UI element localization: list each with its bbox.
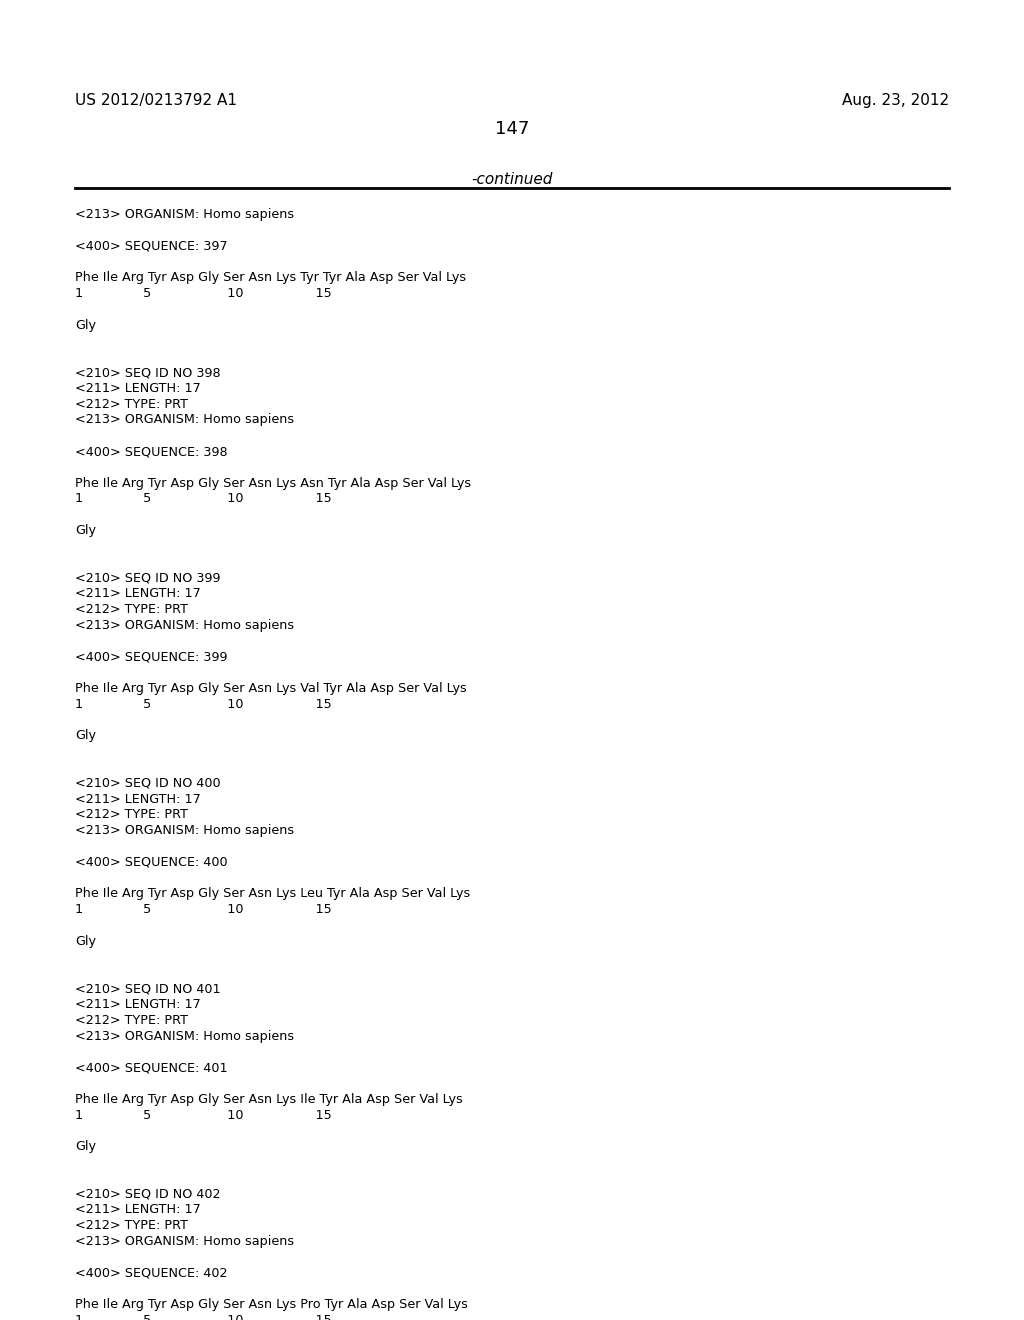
Text: 1               5                   10                  15: 1 5 10 15 xyxy=(75,286,332,300)
Text: Gly: Gly xyxy=(75,935,96,948)
Text: Phe Ile Arg Tyr Asp Gly Ser Asn Lys Pro Tyr Ala Asp Ser Val Lys: Phe Ile Arg Tyr Asp Gly Ser Asn Lys Pro … xyxy=(75,1298,468,1311)
Text: <400> SEQUENCE: 401: <400> SEQUENCE: 401 xyxy=(75,1061,227,1074)
Text: 1               5                   10                  15: 1 5 10 15 xyxy=(75,698,332,710)
Text: <211> LENGTH: 17: <211> LENGTH: 17 xyxy=(75,998,201,1011)
Text: <210> SEQ ID NO 400: <210> SEQ ID NO 400 xyxy=(75,776,220,789)
Text: Gly: Gly xyxy=(75,524,96,537)
Text: <212> TYPE: PRT: <212> TYPE: PRT xyxy=(75,1220,188,1232)
Text: <211> LENGTH: 17: <211> LENGTH: 17 xyxy=(75,381,201,395)
Text: <211> LENGTH: 17: <211> LENGTH: 17 xyxy=(75,587,201,601)
Text: -continued: -continued xyxy=(471,172,553,187)
Text: <211> LENGTH: 17: <211> LENGTH: 17 xyxy=(75,1204,201,1217)
Text: <213> ORGANISM: Homo sapiens: <213> ORGANISM: Homo sapiens xyxy=(75,1236,294,1247)
Text: 1               5                   10                  15: 1 5 10 15 xyxy=(75,903,332,916)
Text: <400> SEQUENCE: 399: <400> SEQUENCE: 399 xyxy=(75,651,227,664)
Text: Phe Ile Arg Tyr Asp Gly Ser Asn Lys Ile Tyr Ala Asp Ser Val Lys: Phe Ile Arg Tyr Asp Gly Ser Asn Lys Ile … xyxy=(75,1093,463,1106)
Text: <400> SEQUENCE: 397: <400> SEQUENCE: 397 xyxy=(75,240,227,252)
Text: <210> SEQ ID NO 399: <210> SEQ ID NO 399 xyxy=(75,572,220,585)
Text: <213> ORGANISM: Homo sapiens: <213> ORGANISM: Homo sapiens xyxy=(75,824,294,837)
Text: <212> TYPE: PRT: <212> TYPE: PRT xyxy=(75,808,188,821)
Text: Aug. 23, 2012: Aug. 23, 2012 xyxy=(842,92,949,108)
Text: <400> SEQUENCE: 398: <400> SEQUENCE: 398 xyxy=(75,445,227,458)
Text: <213> ORGANISM: Homo sapiens: <213> ORGANISM: Homo sapiens xyxy=(75,1030,294,1043)
Text: Phe Ile Arg Tyr Asp Gly Ser Asn Lys Asn Tyr Ala Asp Ser Val Lys: Phe Ile Arg Tyr Asp Gly Ser Asn Lys Asn … xyxy=(75,477,471,490)
Text: <210> SEQ ID NO 402: <210> SEQ ID NO 402 xyxy=(75,1188,220,1201)
Text: 1               5                   10                  15: 1 5 10 15 xyxy=(75,1313,332,1320)
Text: <212> TYPE: PRT: <212> TYPE: PRT xyxy=(75,397,188,411)
Text: 1               5                   10                  15: 1 5 10 15 xyxy=(75,492,332,506)
Text: <400> SEQUENCE: 402: <400> SEQUENCE: 402 xyxy=(75,1267,227,1279)
Text: <210> SEQ ID NO 398: <210> SEQ ID NO 398 xyxy=(75,366,220,379)
Text: 1               5                   10                  15: 1 5 10 15 xyxy=(75,1109,332,1122)
Text: 147: 147 xyxy=(495,120,529,139)
Text: <213> ORGANISM: Homo sapiens: <213> ORGANISM: Homo sapiens xyxy=(75,619,294,632)
Text: Phe Ile Arg Tyr Asp Gly Ser Asn Lys Val Tyr Ala Asp Ser Val Lys: Phe Ile Arg Tyr Asp Gly Ser Asn Lys Val … xyxy=(75,682,467,696)
Text: Phe Ile Arg Tyr Asp Gly Ser Asn Lys Leu Tyr Ala Asp Ser Val Lys: Phe Ile Arg Tyr Asp Gly Ser Asn Lys Leu … xyxy=(75,887,470,900)
Text: US 2012/0213792 A1: US 2012/0213792 A1 xyxy=(75,92,237,108)
Text: <210> SEQ ID NO 401: <210> SEQ ID NO 401 xyxy=(75,982,220,995)
Text: Phe Ile Arg Tyr Asp Gly Ser Asn Lys Tyr Tyr Ala Asp Ser Val Lys: Phe Ile Arg Tyr Asp Gly Ser Asn Lys Tyr … xyxy=(75,271,466,284)
Text: <213> ORGANISM: Homo sapiens: <213> ORGANISM: Homo sapiens xyxy=(75,413,294,426)
Text: <213> ORGANISM: Homo sapiens: <213> ORGANISM: Homo sapiens xyxy=(75,209,294,220)
Text: Gly: Gly xyxy=(75,318,96,331)
Text: <212> TYPE: PRT: <212> TYPE: PRT xyxy=(75,1014,188,1027)
Text: Gly: Gly xyxy=(75,1140,96,1154)
Text: <211> LENGTH: 17: <211> LENGTH: 17 xyxy=(75,792,201,805)
Text: <400> SEQUENCE: 400: <400> SEQUENCE: 400 xyxy=(75,855,227,869)
Text: <212> TYPE: PRT: <212> TYPE: PRT xyxy=(75,603,188,616)
Text: Gly: Gly xyxy=(75,730,96,742)
